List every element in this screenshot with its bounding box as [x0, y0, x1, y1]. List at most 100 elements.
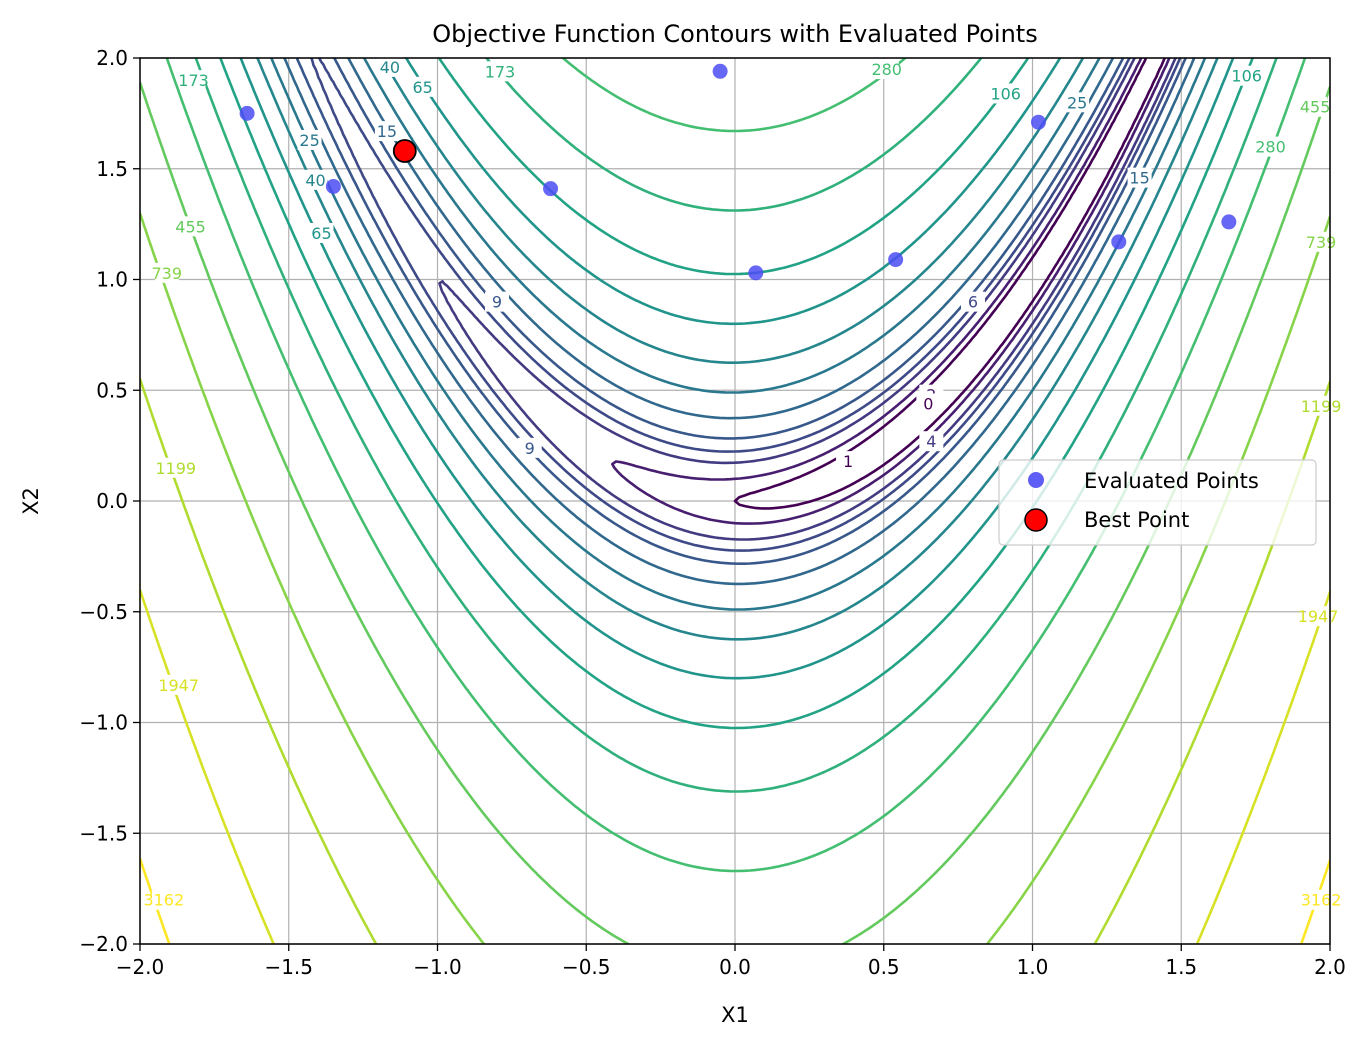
contour-label-bg	[517, 437, 542, 458]
contour-label-bg	[374, 121, 399, 142]
contour-label-bg	[919, 431, 944, 452]
evaluated-point	[748, 265, 764, 281]
contour-label: 106	[990, 84, 1021, 103]
legend-marker-evaluated	[1028, 472, 1044, 488]
contour-label-bg	[166, 674, 191, 695]
x-axis-ticks: −2.0 −1.5 −1.0 −0.5 0.0 0.5 1.0 1.5 2.0	[116, 944, 1346, 979]
contour-label-bg	[297, 129, 322, 150]
contour-label-bg	[1065, 92, 1090, 113]
contour-label-bg	[1127, 167, 1152, 188]
contour-label-bg	[309, 222, 334, 243]
contour-label: 25	[1067, 93, 1087, 112]
contour-label: 739	[1306, 233, 1337, 252]
y-axis-title: X2	[19, 487, 43, 515]
evaluated-point	[1221, 214, 1237, 230]
evaluated-point	[888, 252, 904, 268]
contour-level-2	[611, 58, 1171, 525]
contour-label: 1	[843, 452, 853, 471]
legend: Evaluated Points Best Point	[998, 459, 1317, 546]
contour-level-1947	[140, 588, 1330, 944]
contour-label: 455	[175, 217, 206, 236]
contour-label: 15	[1129, 169, 1149, 188]
contour-label: 1199	[1301, 397, 1342, 416]
y-tick-label: −1.5	[79, 821, 128, 845]
y-axis-ticks: −2.0 −1.5 −1.0 −0.5 0.0 0.5 1.0 1.5 2.0	[79, 46, 140, 956]
contour-label-bg	[151, 889, 176, 910]
contour-label-bg	[377, 56, 402, 77]
contour-level-65	[239, 58, 1235, 680]
contour-label-bg	[1306, 606, 1331, 627]
legend-marker-best	[1024, 508, 1048, 532]
contour-label-bg	[1309, 395, 1334, 416]
x-tick-label: 0.0	[719, 955, 751, 979]
contour-level-6	[310, 58, 1182, 552]
y-tick-label: −0.5	[79, 600, 128, 624]
x-axis-title: X1	[721, 1003, 749, 1027]
best-point	[392, 139, 417, 163]
evaluated-point	[712, 63, 728, 79]
contour-label: 1947	[1298, 607, 1339, 626]
y-tick-label: 1.0	[96, 268, 128, 292]
contour-label: 1199	[155, 459, 196, 478]
contour-label-bg	[993, 83, 1018, 104]
contour-label-bg	[485, 291, 509, 312]
contour-label: 739	[152, 264, 183, 283]
evaluated-point	[1111, 234, 1127, 250]
contour-label: 3162	[143, 891, 184, 910]
contour-label: 1947	[158, 676, 199, 695]
contour-label-bg	[154, 262, 179, 283]
x-tick-label: 0.5	[868, 955, 900, 979]
contour-label: 40	[380, 58, 400, 77]
x-tick-label: 2.0	[1314, 955, 1346, 979]
x-tick-label: 1.0	[1017, 955, 1049, 979]
y-tick-label: 1.5	[96, 157, 128, 181]
x-tick-label: 1.5	[1165, 955, 1197, 979]
contour-label-bg	[410, 76, 435, 97]
evaluated-point	[543, 181, 559, 197]
legend-box	[998, 459, 1317, 546]
contour-label-bg	[836, 451, 861, 472]
contour-label-bg	[487, 61, 512, 82]
x-tick-label: −0.5	[562, 955, 611, 979]
contour-label: 65	[311, 224, 331, 243]
contour-labels: 1734557391199194731622540651540651739928…	[143, 56, 1342, 910]
legend-label-best: Best Point	[1084, 508, 1189, 532]
contour-label-bg	[163, 457, 188, 478]
contour-label-bg	[178, 216, 203, 237]
x-tick-label: −1.0	[413, 955, 462, 979]
contour-label: 106	[1231, 67, 1262, 86]
legend-label-evaluated: Evaluated Points	[1084, 469, 1259, 493]
contour-label: 9	[525, 439, 535, 458]
contour-label: 65	[412, 78, 432, 97]
contour-label: 40	[305, 171, 325, 190]
contour-label: 9	[492, 293, 502, 312]
contour-label-bg	[1309, 231, 1334, 252]
contour-level-739	[140, 212, 1330, 944]
contour-label: 25	[299, 131, 319, 150]
contour-label: 173	[485, 62, 516, 81]
contour-label: 280	[871, 60, 902, 79]
contour-label: 0	[923, 395, 933, 414]
contour-label-bg	[874, 59, 899, 80]
contour-label-bg	[1234, 65, 1259, 86]
y-tick-label: 2.0	[96, 46, 128, 70]
y-tick-label: 0.5	[96, 378, 128, 402]
x-tick-label: −1.5	[264, 955, 313, 979]
contour-label: 173	[178, 71, 209, 90]
contour-label-bg	[181, 70, 206, 91]
evaluated-point	[1030, 114, 1046, 130]
contour-label: 455	[1300, 98, 1331, 117]
contour-label: 6	[968, 293, 978, 312]
contour-label: 15	[377, 122, 397, 141]
contour-label-bg	[1309, 889, 1334, 910]
contour-label-bg	[1303, 96, 1328, 117]
evaluated-point	[239, 105, 255, 121]
contour-label-bg	[961, 291, 985, 312]
chart-title: Objective Function Contours with Evaluat…	[432, 20, 1037, 48]
contour-label: 280	[1255, 138, 1286, 157]
y-tick-label: 0.0	[96, 489, 128, 513]
contour-level-1	[733, 58, 1166, 510]
contour-level-173	[194, 58, 1278, 793]
scatter-points	[239, 63, 1237, 281]
contour-level-15	[283, 58, 1196, 586]
